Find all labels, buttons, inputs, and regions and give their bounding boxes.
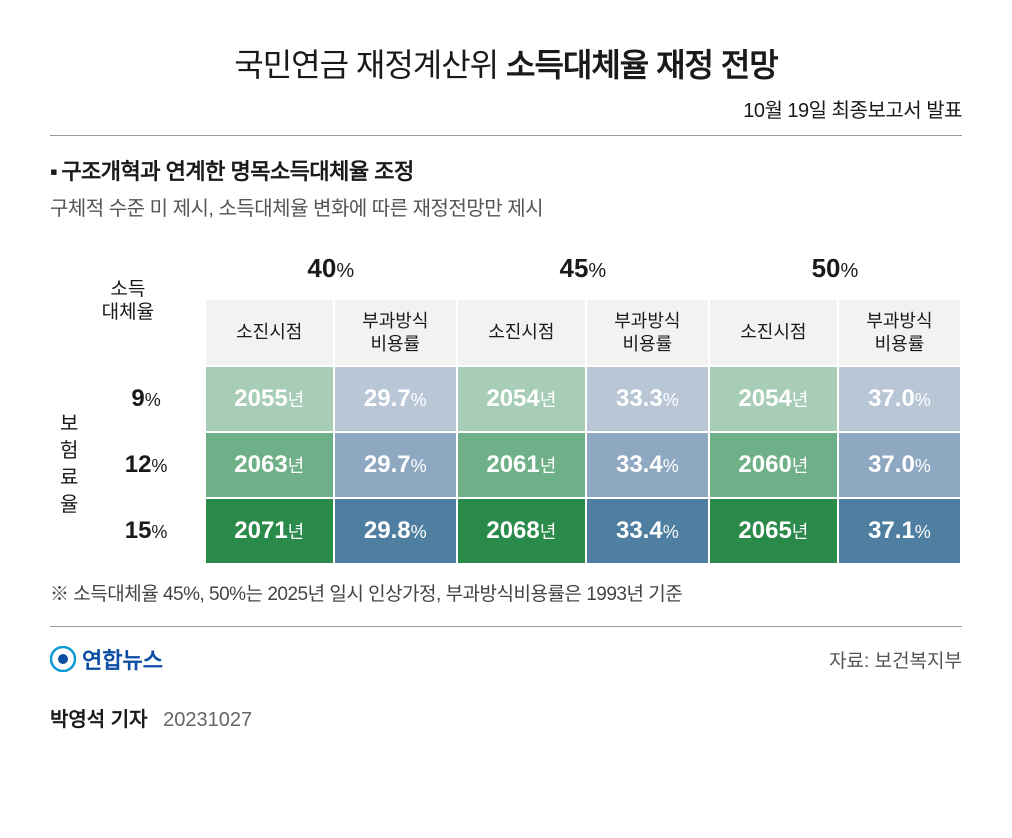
- data-cell: 33.3%: [586, 366, 709, 432]
- data-cell: 2060년: [709, 432, 838, 498]
- row-rate-label: 12%: [87, 432, 204, 498]
- row-rate-label: 15%: [87, 498, 204, 564]
- data-cell: 29.8%: [334, 498, 457, 564]
- section-title: 구조개혁과 연계한 명목소득대체율 조정: [50, 154, 962, 186]
- logo: 연합뉴스: [50, 643, 163, 675]
- col-rate-40: 40%: [205, 238, 457, 299]
- title: 국민연금 재정계산위 소득대체율 재정 전망: [50, 40, 962, 86]
- corner-header: 소득 대체율: [51, 238, 205, 366]
- subcol-costrate: 부과방식비용률: [586, 299, 709, 366]
- data-cell: 2071년: [205, 498, 334, 564]
- data-cell: 2063년: [205, 432, 334, 498]
- table-row: 12%2063년29.7%2061년33.4%2060년37.0%: [51, 432, 961, 498]
- bottom-row: 연합뉴스 자료: 보건복지부: [50, 643, 962, 675]
- source: 자료: 보건복지부: [829, 646, 962, 673]
- table-row: 15%2071년29.8%2068년33.4%2065년37.1%: [51, 498, 961, 564]
- col-rate-50: 50%: [709, 238, 961, 299]
- data-cell: 33.4%: [586, 432, 709, 498]
- data-cell: 2068년: [457, 498, 586, 564]
- data-cell: 33.4%: [586, 498, 709, 564]
- row-group-label: 보험료율: [51, 366, 87, 564]
- logo-text: 연합뉴스: [82, 643, 163, 675]
- byline: 박영석 기자 20231027: [50, 703, 962, 732]
- subcol-depletion: 소진시점: [457, 299, 586, 366]
- subtitle: 10월 19일 최종보고서 발표: [50, 94, 962, 123]
- data-cell: 2054년: [457, 366, 586, 432]
- byline-name: 박영석 기자: [50, 709, 148, 731]
- table-container: 소득 대체율 40% 45% 50% 소진시점부과방식비용률소진시점부과방식비용…: [50, 237, 962, 565]
- divider: [50, 135, 962, 136]
- section-note: 구체적 수준 미 제시, 소득대체율 변화에 따른 재정전망만 제시: [50, 192, 962, 221]
- data-cell: 37.0%: [838, 366, 961, 432]
- title-bold: 소득대체율 재정 전망: [506, 47, 778, 83]
- data-cell: 2061년: [457, 432, 586, 498]
- data-cell: 29.7%: [334, 366, 457, 432]
- header: 국민연금 재정계산위 소득대체율 재정 전망: [50, 40, 962, 86]
- data-cell: 2065년: [709, 498, 838, 564]
- subcol-costrate: 부과방식비용률: [838, 299, 961, 366]
- col-rate-45: 45%: [457, 238, 709, 299]
- byline-date: 20231027: [163, 709, 252, 731]
- logo-icon: [50, 646, 76, 672]
- subcol-depletion: 소진시점: [205, 299, 334, 366]
- data-cell: 2055년: [205, 366, 334, 432]
- title-prefix: 국민연금 재정계산위: [234, 47, 498, 83]
- subcol-costrate: 부과방식비용률: [334, 299, 457, 366]
- data-cell: 37.1%: [838, 498, 961, 564]
- table-row: 보험료율9%2055년29.7%2054년33.3%2054년37.0%: [51, 366, 961, 432]
- subcol-depletion: 소진시점: [709, 299, 838, 366]
- data-table: 소득 대체율 40% 45% 50% 소진시점부과방식비용률소진시점부과방식비용…: [50, 237, 962, 565]
- data-cell: 37.0%: [838, 432, 961, 498]
- data-cell: 29.7%: [334, 432, 457, 498]
- row-rate-label: 9%: [87, 366, 204, 432]
- data-cell: 2054년: [709, 366, 838, 432]
- footnote: ※ 소득대체율 45%, 50%는 2025년 일시 인상가정, 부과방식비용률…: [50, 579, 962, 627]
